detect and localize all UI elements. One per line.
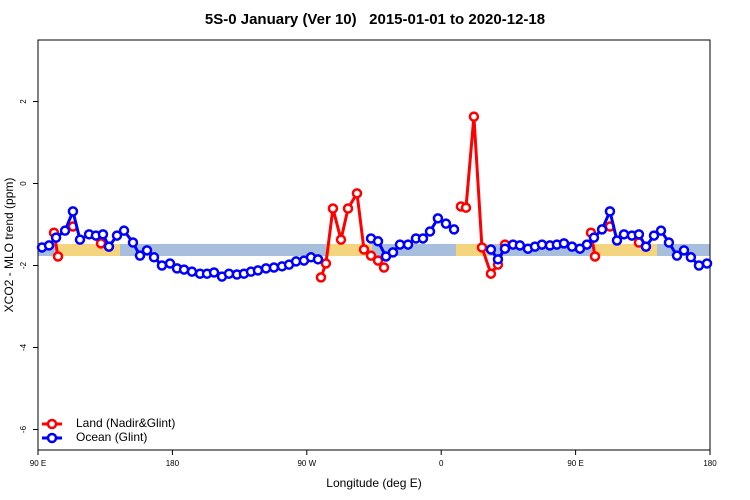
data-point xyxy=(312,254,324,265)
data-point xyxy=(52,251,64,262)
data-point xyxy=(701,258,713,269)
data-point xyxy=(633,229,645,240)
data-point xyxy=(315,272,327,283)
data-point xyxy=(499,243,511,254)
data-point xyxy=(589,251,601,262)
data-point xyxy=(103,241,115,252)
data-point xyxy=(127,237,139,248)
data-point xyxy=(134,250,146,261)
legend: Land (Nadir&Glint)Ocean (Glint) xyxy=(42,416,175,444)
data-point xyxy=(604,206,616,217)
data-point xyxy=(67,206,79,217)
data-point xyxy=(671,250,683,261)
data-point xyxy=(252,265,264,276)
legend-label: Land (Nadir&Glint) xyxy=(76,416,175,430)
x-tick-label: 0 xyxy=(439,459,444,468)
data-point xyxy=(432,213,444,224)
y-axis-label: XCO2 - MLO trend (ppm) xyxy=(2,178,16,313)
y-tick-label: 0 xyxy=(19,181,28,186)
data-point xyxy=(655,225,667,236)
x-tick-label: 90 E xyxy=(567,459,583,468)
data-point xyxy=(387,247,399,258)
x-tick-label: 90 E xyxy=(30,459,46,468)
data-point xyxy=(358,244,370,255)
data-point xyxy=(156,260,168,271)
y-tick-label: 2 xyxy=(19,99,28,104)
legend-marker xyxy=(46,418,58,430)
data-point xyxy=(141,245,153,256)
data-point xyxy=(118,225,130,236)
legend-label: Ocean (Glint) xyxy=(76,430,147,444)
x-tick-label: 180 xyxy=(166,459,180,468)
data-point xyxy=(351,188,363,199)
data-point xyxy=(693,260,705,271)
legend-marker xyxy=(46,432,58,444)
data-point xyxy=(372,236,384,247)
data-point xyxy=(164,258,176,269)
data-point xyxy=(448,224,460,235)
data-point xyxy=(640,241,652,252)
data-point xyxy=(648,230,660,241)
data-point xyxy=(320,258,332,269)
data-point xyxy=(208,267,220,278)
data-point xyxy=(74,234,86,245)
data-point xyxy=(663,237,675,248)
data-point xyxy=(485,268,497,279)
data-point xyxy=(581,239,593,250)
data-point xyxy=(268,262,280,273)
data-point xyxy=(618,229,630,240)
y-tick-label: -4 xyxy=(19,343,28,351)
data-point xyxy=(365,250,377,261)
data-point xyxy=(685,252,697,263)
data-point xyxy=(43,240,55,251)
data-point xyxy=(327,203,339,214)
data-point xyxy=(378,262,390,273)
data-point xyxy=(417,233,429,244)
data-point xyxy=(424,226,436,237)
data-point xyxy=(440,218,452,229)
data-point xyxy=(335,234,347,245)
data-point xyxy=(342,203,354,214)
data-point xyxy=(372,255,384,266)
data-point xyxy=(558,238,570,249)
data-point xyxy=(50,232,62,243)
data-point xyxy=(59,225,71,236)
y-tick-label: -6 xyxy=(19,425,28,433)
x-tick-label: 90 W xyxy=(297,459,316,468)
data-point xyxy=(394,239,406,250)
data-point xyxy=(588,232,600,243)
y-tick-label: -2 xyxy=(19,261,28,269)
data-point xyxy=(611,235,623,246)
data-point xyxy=(148,252,160,263)
data-point xyxy=(186,266,198,277)
data-point xyxy=(514,240,526,251)
x-tick-label: 180 xyxy=(703,459,717,468)
data-point xyxy=(468,111,480,122)
data-point xyxy=(460,202,472,213)
data-point xyxy=(97,229,109,240)
data-point xyxy=(111,230,123,241)
x-axis-label: Longitude (deg E) xyxy=(326,476,421,490)
data-point xyxy=(485,244,497,255)
chart-title: 5S-0 January (Ver 10) 2015-01-01 to 2020… xyxy=(205,11,545,28)
data-point xyxy=(492,254,504,265)
data-point xyxy=(596,224,608,235)
data-point xyxy=(678,245,690,256)
data-point xyxy=(476,242,488,253)
data-point xyxy=(402,239,414,250)
